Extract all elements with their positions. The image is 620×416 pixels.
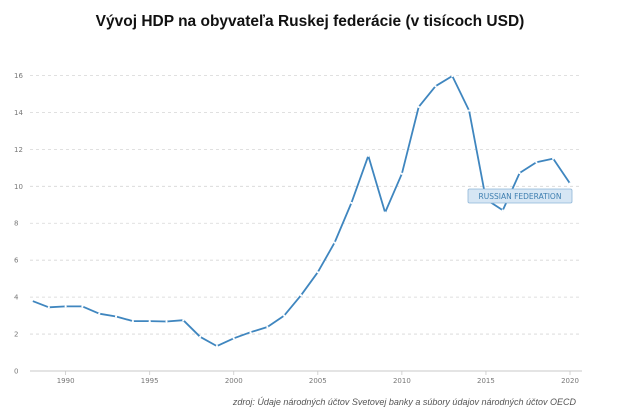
- y-tick-label: 16: [14, 72, 23, 80]
- data-point[interactable]: [552, 157, 555, 160]
- data-point[interactable]: [47, 306, 50, 309]
- y-tick-label: 4: [14, 294, 19, 302]
- series-label-rect: [467, 188, 573, 204]
- data-point[interactable]: [98, 312, 101, 315]
- y-tick-label: 0: [14, 368, 18, 376]
- data-point[interactable]: [333, 241, 336, 244]
- data-point[interactable]: [81, 305, 84, 308]
- data-point[interactable]: [383, 211, 387, 214]
- data-point[interactable]: [215, 344, 219, 348]
- data-point[interactable]: [114, 315, 118, 318]
- y-tick-label: 10: [14, 183, 23, 191]
- data-point[interactable]: [232, 337, 235, 340]
- x-axis-ticks: 1990 1995 2000 2005 2010 2015 2020: [57, 371, 579, 385]
- data-point[interactable]: [350, 201, 353, 205]
- y-tick-label: 6: [14, 257, 19, 265]
- y-axis-ticks: 0 2 4 6 8 10 12 14 16: [14, 72, 23, 376]
- data-point[interactable]: [417, 105, 420, 108]
- series-points: [30, 74, 572, 348]
- x-tick-label: 1995: [141, 377, 159, 385]
- source-note: zdroj: Údaje národných účtov Svetovej ba…: [232, 397, 576, 407]
- data-point[interactable]: [249, 331, 252, 334]
- data-point[interactable]: [367, 154, 370, 157]
- x-tick-label: 2010: [393, 377, 411, 385]
- data-point[interactable]: [131, 320, 134, 323]
- series-label-text: RUSSIAN FEDERATION: [479, 192, 562, 201]
- data-point[interactable]: [182, 319, 185, 322]
- data-point[interactable]: [299, 294, 303, 297]
- data-point[interactable]: [266, 325, 269, 329]
- gridlines: [30, 75, 582, 335]
- data-point[interactable]: [501, 209, 504, 212]
- x-tick-label: 2020: [561, 377, 579, 385]
- data-point[interactable]: [434, 85, 437, 88]
- y-tick-label: 12: [14, 146, 23, 154]
- data-point[interactable]: [451, 74, 454, 78]
- data-point[interactable]: [199, 335, 202, 338]
- y-tick-label: 14: [14, 109, 23, 117]
- data-point[interactable]: [400, 172, 403, 175]
- y-tick-label: 8: [14, 220, 18, 228]
- x-tick-label: 2015: [477, 377, 495, 385]
- data-point[interactable]: [568, 182, 572, 185]
- data-point[interactable]: [518, 171, 521, 175]
- x-tick-label: 1990: [57, 377, 75, 385]
- data-point[interactable]: [535, 161, 538, 164]
- data-point[interactable]: [316, 271, 319, 274]
- series-line-russian-federation[interactable]: [31, 75, 571, 347]
- x-tick-label: 2005: [309, 377, 327, 385]
- data-point[interactable]: [30, 299, 34, 302]
- data-point[interactable]: [468, 109, 471, 112]
- chart-title: Vývoj HDP na obyvateľa Ruskej federácie …: [95, 13, 525, 30]
- data-point[interactable]: [165, 320, 168, 323]
- data-point[interactable]: [148, 320, 151, 323]
- x-tick-label: 2000: [225, 377, 243, 385]
- series-label-box[interactable]: RUSSIAN FEDERATION: [467, 188, 573, 204]
- data-point[interactable]: [64, 305, 67, 308]
- y-tick-label: 2: [14, 331, 18, 339]
- data-point[interactable]: [283, 314, 286, 317]
